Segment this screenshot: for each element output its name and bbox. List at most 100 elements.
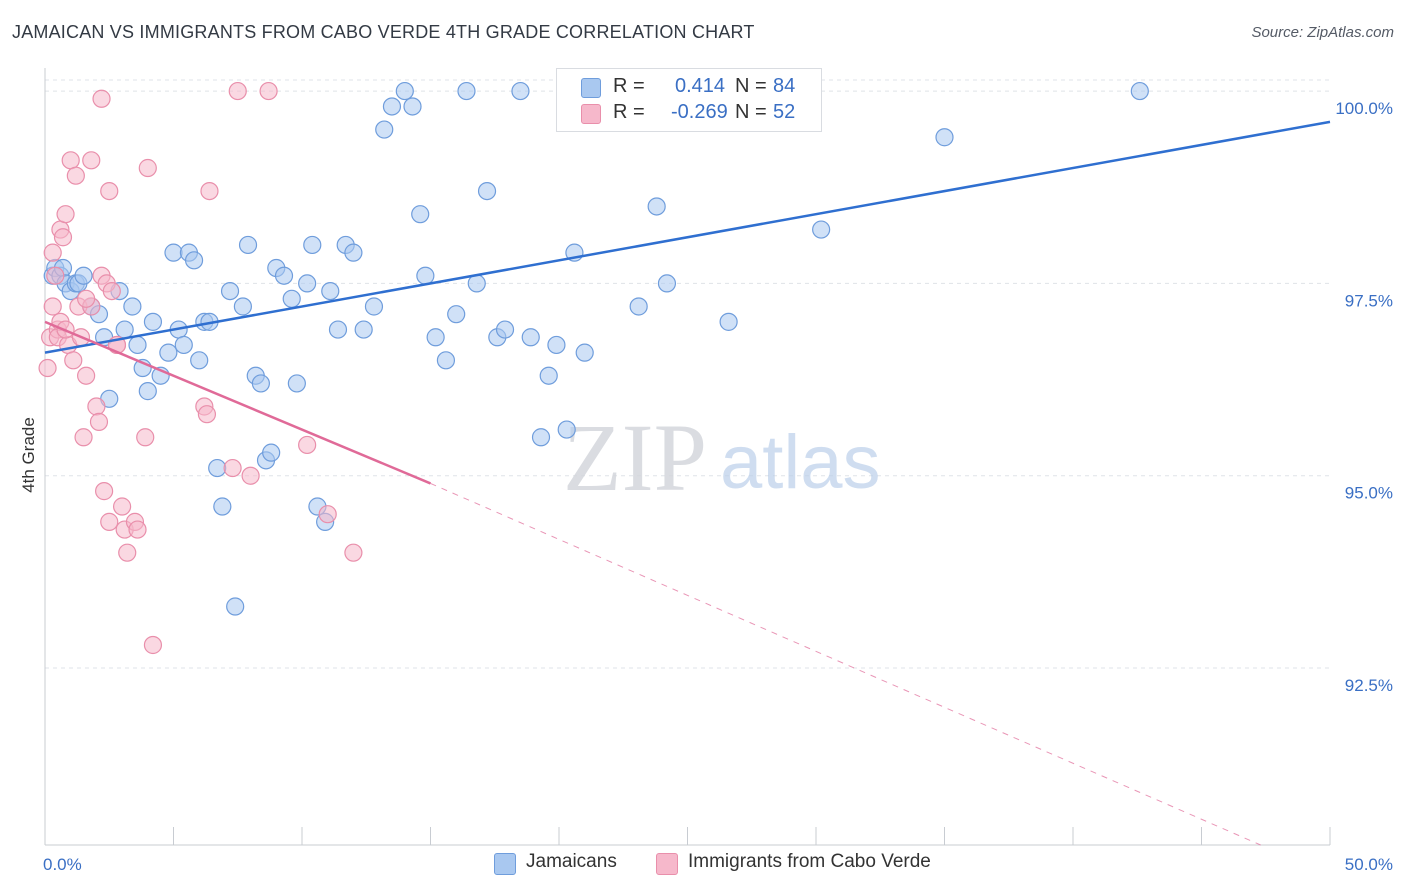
stats-box: R = 0.414 N = 84 R = -0.269 N = 52 xyxy=(556,68,822,132)
y-tick-label: 92.5% xyxy=(1345,676,1393,695)
cabo-verde-point xyxy=(77,366,96,385)
jamaicans-point xyxy=(262,443,281,462)
jamaicans-point xyxy=(416,266,435,285)
x-tick-label: 0.0% xyxy=(43,855,82,874)
jamaicans-point xyxy=(344,243,363,262)
jamaicans-point xyxy=(457,81,476,101)
jamaicans-legend-swatch xyxy=(494,853,516,875)
cabo-verde-point xyxy=(200,181,219,201)
cabo-verde-point xyxy=(61,151,80,170)
watermark: ZIP atlas xyxy=(563,404,881,511)
trend-lines xyxy=(44,120,1331,846)
jamaicans-point xyxy=(436,351,456,370)
jamaicans-point xyxy=(426,328,445,347)
cabo-verde-point xyxy=(118,543,137,562)
y-tick-label: 95.0% xyxy=(1345,484,1393,503)
cabo-verde-point xyxy=(241,466,260,485)
cabo-verde-point xyxy=(223,458,242,478)
jamaicans-point xyxy=(547,335,566,355)
jamaicans-point xyxy=(935,128,954,147)
jamaicans-point xyxy=(375,120,394,139)
jamaicans-swatch xyxy=(581,78,601,98)
jamaicans-point xyxy=(303,235,322,255)
jamaicans-point xyxy=(531,428,551,447)
cabo-verde-point xyxy=(298,435,317,455)
jamaicans-point xyxy=(364,297,384,316)
cabo-verde-point xyxy=(87,397,106,416)
watermark-zip: ZIP xyxy=(563,404,707,511)
jamaicans-point xyxy=(238,235,258,255)
legend-label: Jamaicans xyxy=(526,851,617,872)
cabo-verde-point xyxy=(53,228,73,247)
cabo-verde-trend-line xyxy=(44,320,431,485)
jamaicans-point xyxy=(447,305,466,324)
jamaicans-point xyxy=(521,328,540,347)
source-label: Source: ZipAtlas.com xyxy=(1251,24,1394,41)
jamaicans-point xyxy=(220,281,240,301)
y-tick-label: 100.0% xyxy=(1335,99,1393,118)
cabo-verde-point xyxy=(56,205,75,224)
jamaicans-point xyxy=(282,289,301,308)
jamaicans-point xyxy=(395,81,414,101)
jamaicans-point xyxy=(213,497,232,516)
jamaicans-point xyxy=(164,243,183,262)
jamaicans-point xyxy=(138,382,157,401)
jamaicans-point xyxy=(274,266,294,285)
jamaicans-point xyxy=(251,374,270,393)
cabo-verde-point xyxy=(259,81,278,101)
cabo-verde-points xyxy=(38,81,363,655)
cabo-verde-point xyxy=(100,181,119,201)
jamaicans-point xyxy=(812,220,831,239)
r-value: 0.414 xyxy=(675,75,726,97)
jamaicans-point xyxy=(511,81,530,101)
jamaicans-point xyxy=(321,281,340,301)
cabo-verde-point xyxy=(43,243,62,262)
watermark-atlas: atlas xyxy=(720,420,881,505)
cabo-verde-trend-extension xyxy=(430,482,1261,846)
cabo-verde-point xyxy=(46,266,65,285)
jamaicans-point xyxy=(115,320,134,339)
jamaicans-point xyxy=(128,335,147,355)
n-value: 84 xyxy=(773,75,796,97)
cabo-verde-point xyxy=(38,358,57,378)
r-value: -0.269 xyxy=(671,101,728,123)
grid-lines xyxy=(45,79,1330,669)
chart-title: JAMAICAN VS IMMIGRANTS FROM CABO VERDE 4… xyxy=(12,22,755,42)
legend-label: Immigrants from Cabo Verde xyxy=(688,851,931,872)
r-label: R = xyxy=(613,101,645,123)
jamaicans-point xyxy=(159,343,178,362)
jamaicans-point xyxy=(1130,81,1149,101)
cabo-verde-point xyxy=(143,635,163,655)
r-label: R = xyxy=(613,75,645,97)
cabo-verde-point xyxy=(66,166,85,185)
jamaicans-point xyxy=(411,205,430,224)
jamaicans-point xyxy=(477,181,497,201)
tick-labels: 92.5% 95.0% 97.5% 100.0% 0.0% 50.0% xyxy=(43,99,1393,874)
cabo-verde-swatch xyxy=(581,104,601,124)
cabo-verde-point xyxy=(197,405,217,424)
cabo-verde-point xyxy=(318,505,337,524)
cabo-verde-point xyxy=(77,289,96,308)
cabo-verde-point xyxy=(344,543,363,562)
cabo-verde-point xyxy=(43,297,62,316)
jamaicans-point xyxy=(354,320,373,339)
y-axis-label: 4th Grade xyxy=(19,417,38,493)
cabo-verde-point xyxy=(92,89,111,108)
cabo-verde-point xyxy=(102,281,121,301)
cabo-verde-point xyxy=(64,351,83,370)
jamaicans-point xyxy=(143,312,163,331)
jamaicans-point xyxy=(190,351,209,370)
jamaicans-point xyxy=(539,366,558,385)
jamaicans-point xyxy=(208,458,227,478)
x-tick-label: 50.0% xyxy=(1345,855,1393,874)
y-tick-label: 97.5% xyxy=(1345,291,1393,310)
jamaicans-point xyxy=(647,197,666,216)
cabo-verde-point xyxy=(89,412,109,431)
jamaicans-point xyxy=(174,335,193,355)
cabo-verde-point xyxy=(74,428,93,447)
cabo-verde-point xyxy=(82,151,101,170)
jamaicans-point xyxy=(629,297,648,316)
cabo-verde-point xyxy=(100,512,119,531)
cabo-verde-legend-swatch xyxy=(656,853,678,875)
